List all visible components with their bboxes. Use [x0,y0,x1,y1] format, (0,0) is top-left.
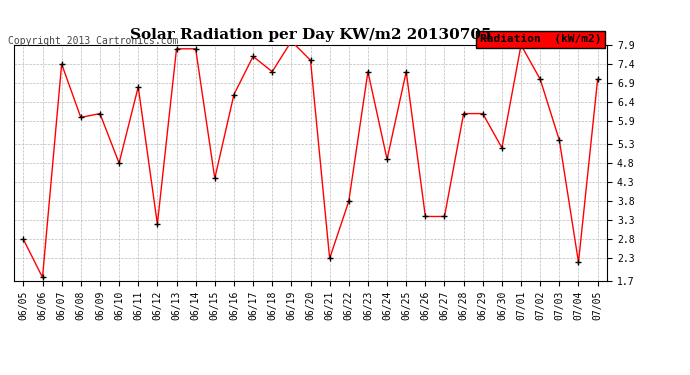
Title: Solar Radiation per Day KW/m2 20130705: Solar Radiation per Day KW/m2 20130705 [130,28,491,42]
Text: Copyright 2013 Cartronics.com: Copyright 2013 Cartronics.com [8,36,178,45]
Text: Radiation  (kW/m2): Radiation (kW/m2) [480,34,601,44]
